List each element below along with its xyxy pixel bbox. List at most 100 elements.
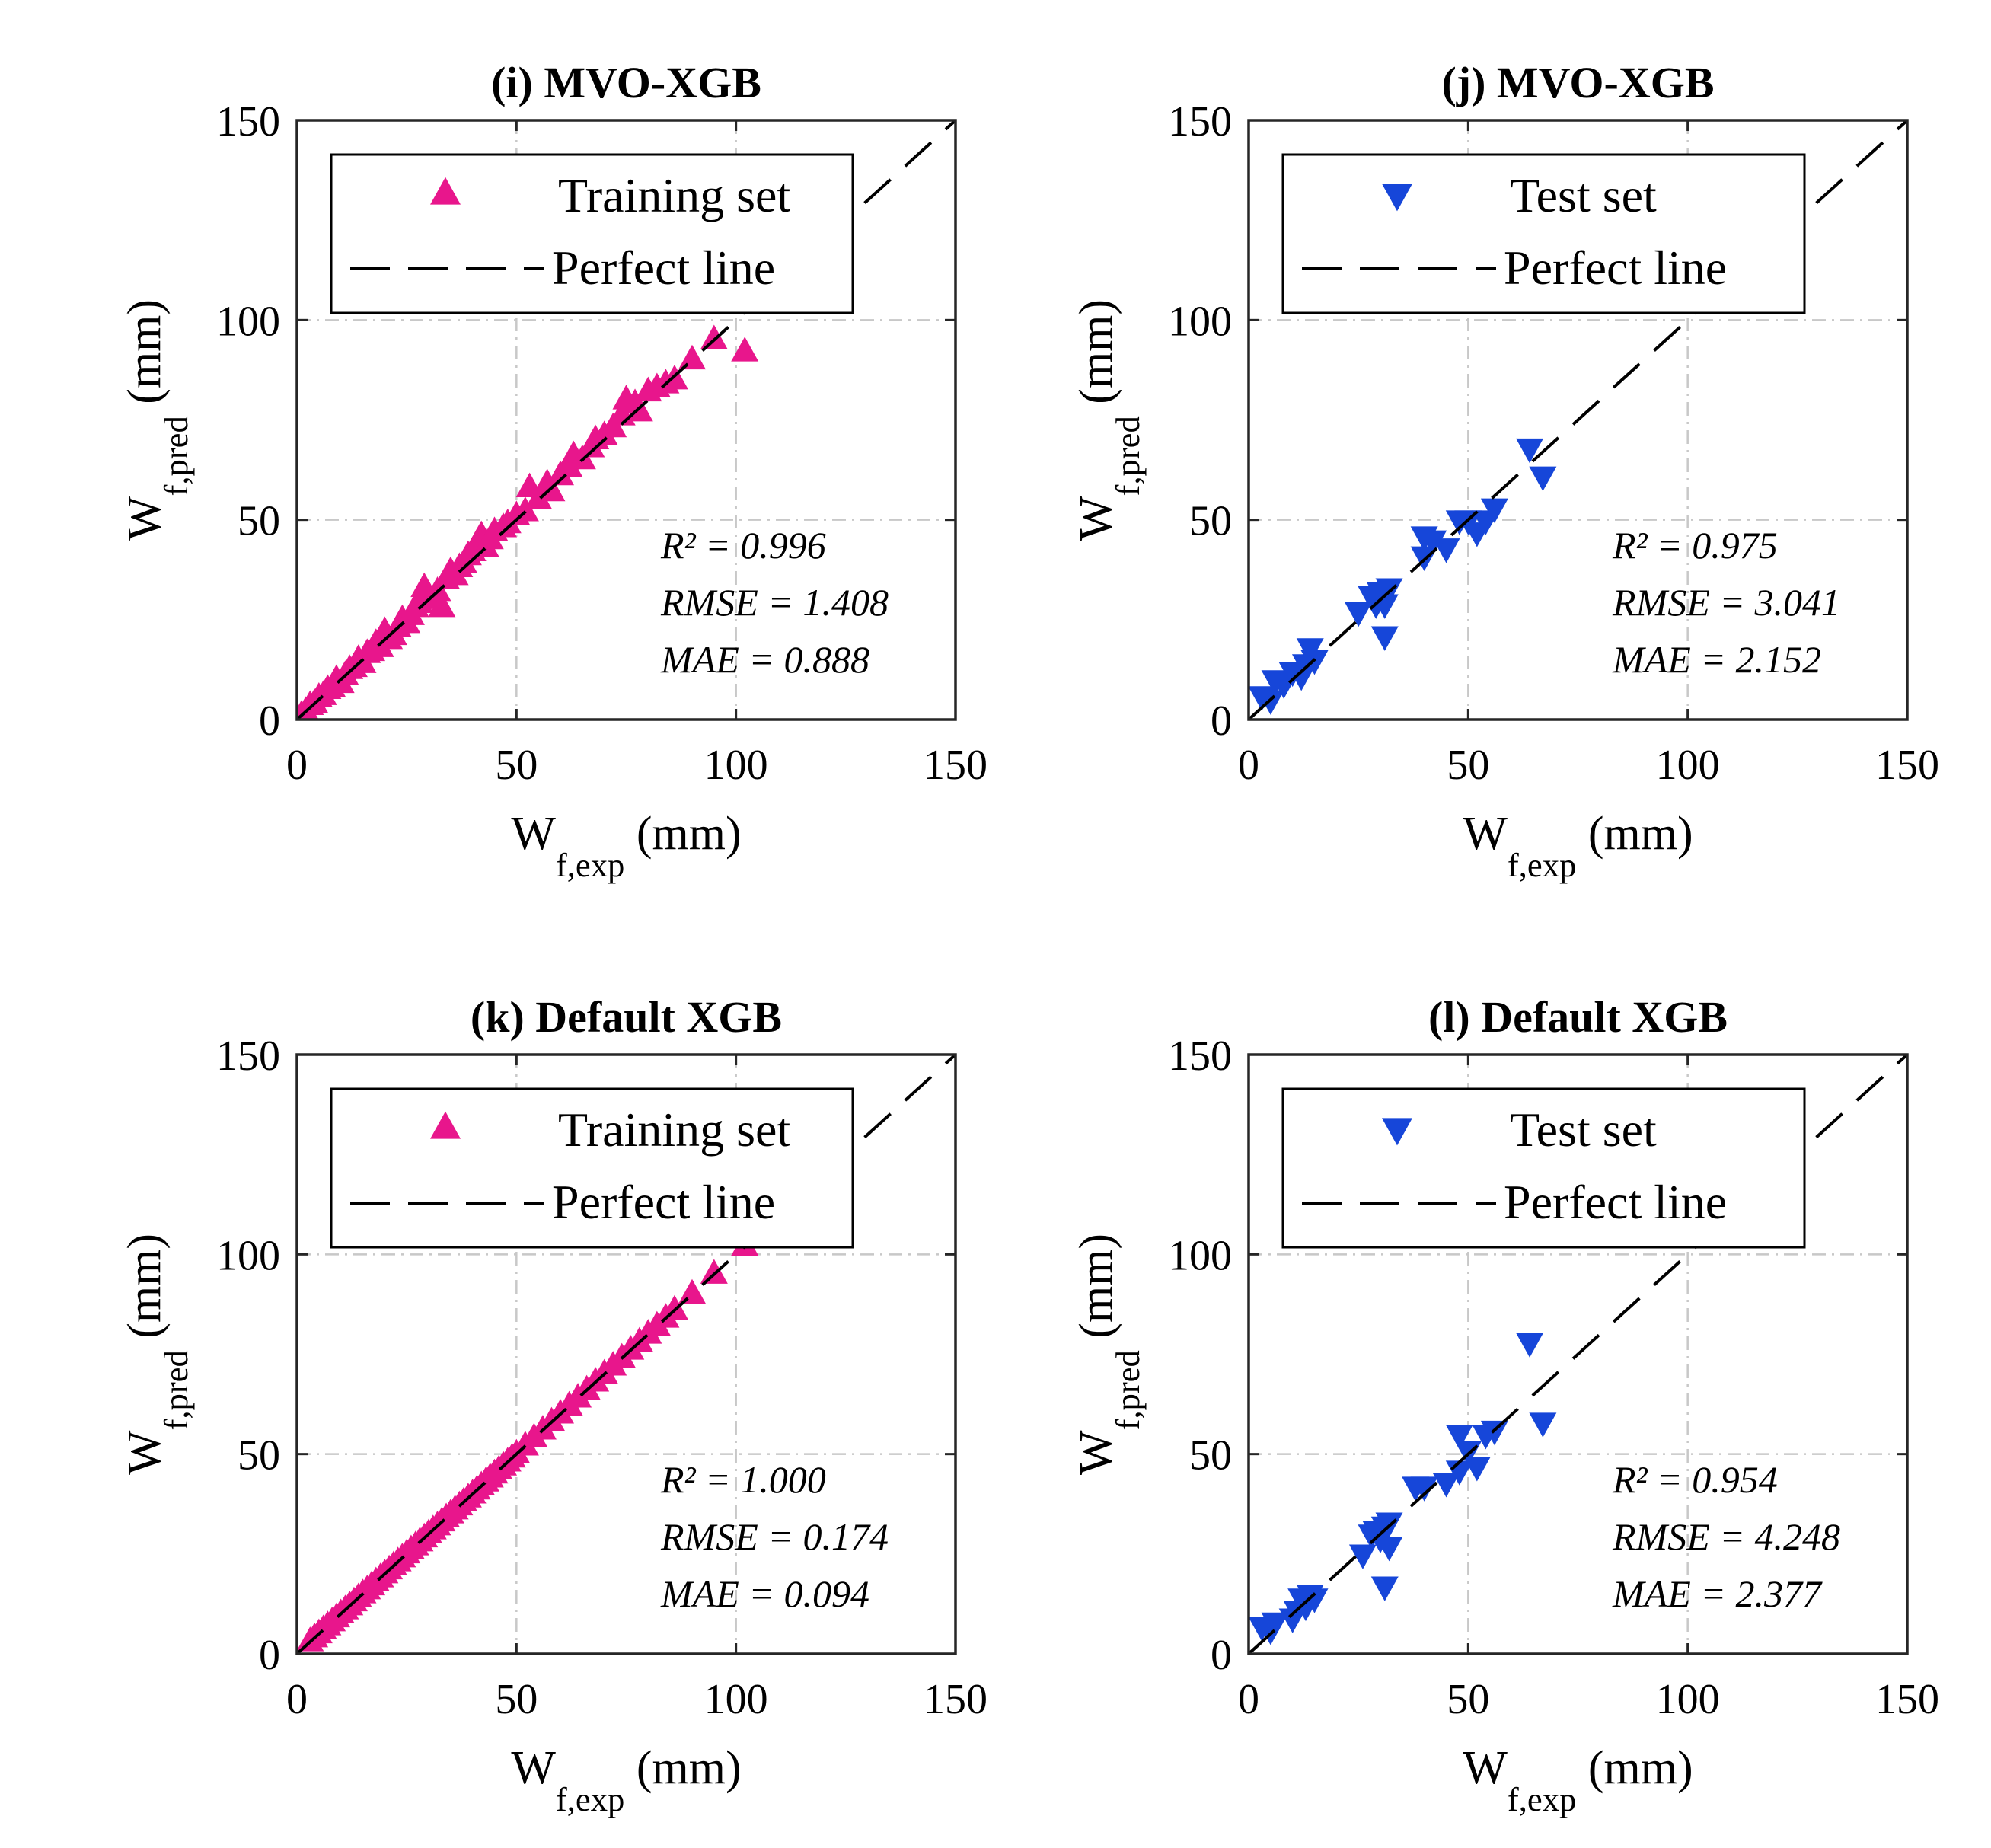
x-axis-label: Wf,exp (mm) <box>1463 808 1693 884</box>
data-point <box>525 484 553 509</box>
x-tick-label: 150 <box>1875 742 1939 789</box>
y-axis-label-unit: (mm) <box>119 299 171 416</box>
x-tick-label: 150 <box>924 742 988 789</box>
data-points <box>297 1230 759 1652</box>
y-tick-label: 0 <box>259 697 280 745</box>
stat-mae: MAE = 2.377 <box>1612 1572 1823 1615</box>
data-point <box>1348 1544 1377 1569</box>
y-tick-label: 0 <box>1211 697 1232 745</box>
chart-title: (j) MVO-XGB <box>1441 58 1714 107</box>
data-point <box>1419 530 1447 555</box>
stat-rmse: RMSE = 3.041 <box>1612 581 1840 624</box>
y-tick-label: 150 <box>1168 1033 1232 1080</box>
legend-marker <box>430 177 461 205</box>
data-point <box>1432 538 1460 563</box>
y-axis-label-main: W <box>119 496 171 541</box>
x-axis-label: Wf,exp (mm) <box>1463 1742 1693 1818</box>
data-point <box>1529 1412 1557 1438</box>
data-points <box>1249 1333 1557 1645</box>
y-axis-label-sub: f,pred <box>157 1350 195 1430</box>
legend: Test set Perfect line <box>1281 153 1806 314</box>
legend-box <box>330 153 854 314</box>
x-tick-label: 0 <box>286 1676 308 1723</box>
data-point <box>1370 626 1399 651</box>
x-tick-label: 0 <box>1238 1676 1259 1723</box>
x-tick-label: 100 <box>704 1676 768 1723</box>
legend-marker <box>1382 184 1412 212</box>
data-point <box>1375 1537 1403 1562</box>
x-tick-label: 50 <box>1447 1676 1489 1723</box>
data-point <box>700 324 728 349</box>
y-tick-label: 150 <box>216 98 280 145</box>
x-axis-label-sub: f,exp <box>556 1780 624 1818</box>
y-tick-label: 150 <box>1168 98 1232 145</box>
stat-r2: R² = 0.975 <box>1612 524 1778 567</box>
stats-annotation: R² = 0.996 RMSE = 1.408 MAE = 0.888 <box>660 524 889 681</box>
data-point <box>1432 1473 1460 1498</box>
y-tick-label: 50 <box>1189 1432 1232 1479</box>
x-tick-label: 150 <box>1875 1676 1939 1723</box>
data-point <box>1261 1612 1289 1638</box>
stat-mae: MAE = 2.152 <box>1612 638 1821 681</box>
data-point <box>1463 1457 1491 1482</box>
stat-r2: R² = 1.000 <box>660 1458 826 1501</box>
data-point <box>1516 438 1544 464</box>
stat-rmse: RMSE = 4.248 <box>1612 1515 1840 1558</box>
legend-box <box>1281 1087 1806 1249</box>
panel-3: 0 50 100 150 0 50 100 150 (k) Default XGB Wf,exp … <box>119 992 988 1818</box>
data-point <box>731 337 759 362</box>
y-tick-label: 100 <box>216 298 280 345</box>
data-point <box>1480 498 1508 524</box>
x-axis-label-unit: (mm) <box>1576 1742 1693 1794</box>
stats-annotation: R² = 1.000 RMSE = 0.174 MAE = 0.094 <box>660 1458 889 1615</box>
legend-box <box>330 1087 854 1249</box>
stat-rmse: RMSE = 0.174 <box>660 1515 889 1558</box>
y-axis-label-main: W <box>1070 496 1122 541</box>
panel-2: 0 50 100 150 0 50 100 150 (j) MVO-XGB Wf,exp (mm)… <box>1070 58 1939 884</box>
axes-frame <box>1247 119 1909 721</box>
legend: Test set Perfect line <box>1281 1087 1806 1249</box>
x-tick-label: 100 <box>1656 1676 1720 1723</box>
data-point <box>660 1294 688 1320</box>
y-tick-label: 0 <box>259 1632 280 1679</box>
data-point <box>1445 1425 1473 1450</box>
panel-1: 0 50 100 150 0 50 100 150 (i) MVO-XGB Wf,exp (mm)… <box>119 58 988 884</box>
axes-frame <box>1247 1053 1909 1655</box>
data-point <box>1516 1333 1544 1358</box>
x-axis-label: Wf,exp (mm) <box>511 1742 741 1818</box>
chart-title: (k) Default XGB <box>471 992 782 1042</box>
stat-r2: R² = 0.954 <box>1612 1458 1778 1501</box>
y-tick-label: 100 <box>216 1232 280 1279</box>
stat-rmse: RMSE = 1.408 <box>660 581 889 624</box>
data-point <box>678 1278 706 1304</box>
x-tick-label: 0 <box>1238 742 1259 789</box>
data-point <box>1300 1588 1329 1613</box>
legend-series-label: Test set <box>1510 1103 1657 1157</box>
legend: Training set Perfect line <box>330 153 854 314</box>
data-point <box>1480 1420 1508 1446</box>
data-point <box>1345 602 1373 627</box>
x-axis-label-main: W <box>1463 808 1508 860</box>
y-tick-label: 150 <box>216 1033 280 1080</box>
x-tick-label: 150 <box>924 1676 988 1723</box>
y-tick-label: 50 <box>238 498 280 545</box>
x-axis-label-unit: (mm) <box>624 1742 741 1794</box>
y-axis-label-unit: (mm) <box>1070 1234 1122 1350</box>
data-point <box>1370 1576 1399 1601</box>
x-tick-label: 0 <box>286 742 308 789</box>
legend-box <box>1281 153 1806 314</box>
y-axis-label-sub: f,pred <box>157 416 195 496</box>
y-tick-label: 100 <box>1168 298 1232 345</box>
data-point <box>1300 650 1329 675</box>
y-axis-label: Wf,pred (mm) <box>119 1234 195 1475</box>
panel-4: 0 50 100 150 0 50 100 150 (l) Default XGB Wf,exp … <box>1070 992 1939 1818</box>
y-axis-label-main: W <box>119 1430 171 1475</box>
legend-series-label: Training set <box>558 168 790 222</box>
y-axis-label-main: W <box>1070 1430 1122 1475</box>
x-tick-label: 50 <box>495 742 538 789</box>
y-tick-label: 0 <box>1211 1632 1232 1679</box>
x-axis-label: Wf,exp (mm) <box>511 808 741 884</box>
y-axis-label-sub: f,pred <box>1109 1350 1147 1430</box>
y-axis-label: Wf,pred (mm) <box>1070 299 1147 541</box>
